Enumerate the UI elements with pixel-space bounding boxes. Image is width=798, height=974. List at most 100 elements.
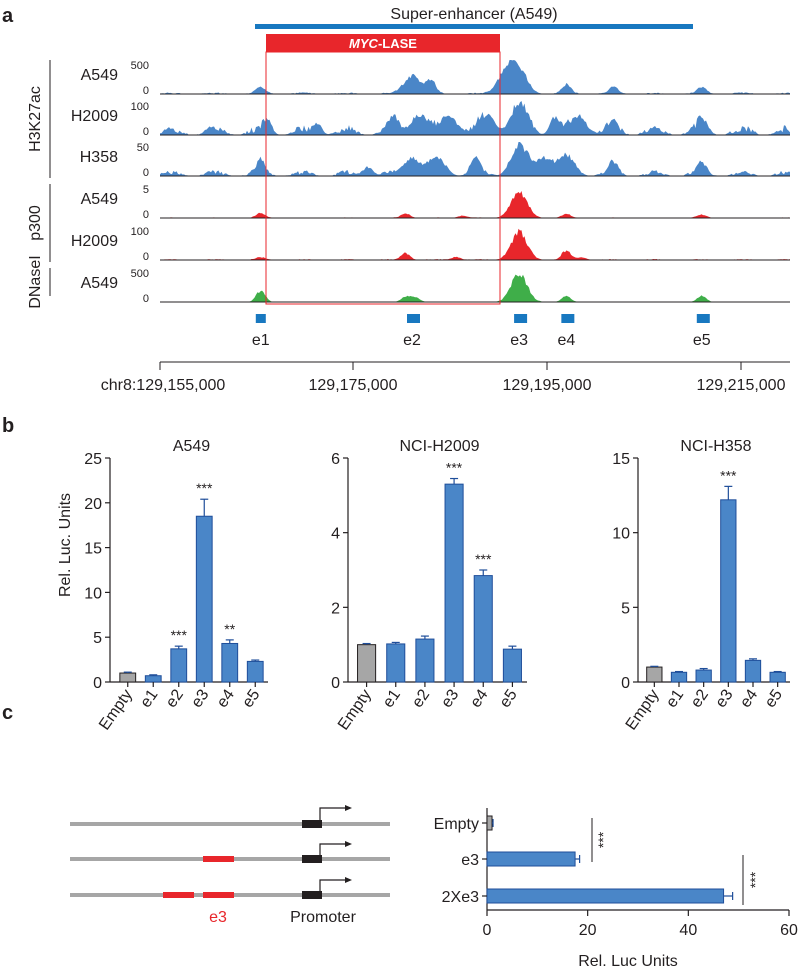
signal-tracks: A5495000H20091000H358500A54950H20091000A…	[71, 60, 790, 305]
construct-2xe3	[70, 877, 390, 899]
x-tick-label: 20	[579, 922, 597, 939]
track-h3k27ac-a549: A549 500 0	[81, 60, 790, 97]
genomic-tick-label: 129,175,000	[309, 377, 398, 394]
enhancer-label-e1: e1	[252, 332, 270, 349]
x-tick-label: e5	[239, 686, 263, 710]
track-p300-h2009: H2009 100 0	[71, 226, 790, 263]
group-label-dnasei: DNaseI	[27, 255, 44, 308]
bar-e2	[695, 669, 712, 683]
myc-lase-label: MYC-LASE	[349, 36, 417, 51]
track-ymax-label: 5	[143, 184, 149, 196]
bar-e5	[246, 660, 264, 683]
panel-label-c: c	[2, 702, 13, 724]
promoter-label: Promoter	[290, 909, 356, 926]
enhancer-label-e4: e4	[557, 332, 575, 349]
promoter-block	[302, 855, 322, 863]
track-cell-label: H2009	[71, 108, 118, 125]
x-tick-label: e5	[762, 686, 786, 710]
track-signal	[160, 142, 790, 176]
y-tick-label: 6	[331, 451, 340, 468]
track-ymax-label: 100	[131, 226, 149, 238]
enhancer-label-e5: e5	[693, 332, 711, 349]
x-tick-label: Empty	[623, 687, 663, 734]
significance-label: ***	[475, 551, 492, 567]
y-tick-label: 4	[331, 526, 340, 543]
y-tick-label: 15	[84, 541, 102, 558]
track-cell-label: A549	[81, 191, 118, 208]
bar-Empty	[119, 672, 137, 683]
enhancer-box-e1	[255, 314, 266, 323]
significance-label: ***	[747, 871, 763, 888]
tss-arrow-icon	[319, 879, 345, 891]
y-tick-label: 0	[93, 675, 102, 692]
enhancer-label-e3: e3	[510, 332, 528, 349]
bar-e1	[386, 643, 406, 683]
x-tick-label: e2	[163, 686, 187, 710]
bar-2Xe3	[486, 888, 725, 904]
y-tick-label: 15	[612, 451, 630, 468]
x-tick-label: e2	[688, 686, 712, 710]
x-tick-label: e3	[438, 686, 462, 710]
significance-label: ***	[196, 480, 213, 496]
bar-e2	[170, 648, 188, 683]
panel-label-b: b	[2, 415, 14, 437]
x-tick-label: e1	[137, 686, 161, 710]
track-dnasei-a549: A549 500 0	[81, 268, 790, 305]
panel-a-genome-tracks: Super-enhancer (A549) MYC-LASE H3K27ac p…	[27, 6, 790, 394]
chart-nci-h2009: NCI-H2009 0 2 4 6 Empty e1 e2 *** e3 *** e4 e5	[331, 438, 527, 733]
enhancer-box-e3	[514, 314, 528, 323]
y-tick-label: e3	[461, 852, 479, 869]
track-cell-label: H358	[80, 149, 118, 166]
promoter-block	[302, 891, 322, 899]
chart-title: A549	[173, 438, 210, 455]
track-cell-label: H2009	[71, 233, 118, 250]
significance-label: **	[224, 621, 235, 637]
construct-empty	[70, 805, 390, 828]
track-cell-label: A549	[81, 67, 118, 84]
y-tick-label: 2	[331, 600, 340, 617]
x-tick-label: e4	[467, 686, 491, 710]
x-tick-label: Empty	[335, 687, 375, 734]
chart-title: NCI-H358	[680, 438, 751, 455]
y-tick-label: 0	[331, 675, 340, 692]
bar-Empty	[486, 815, 493, 831]
panel-label-a: a	[2, 5, 14, 27]
genomic-tick-label: chr8:129,155,000	[101, 377, 226, 394]
y-tick-label: 10	[84, 585, 102, 602]
bar-e3	[195, 515, 213, 683]
y-tick-label: 20	[84, 496, 102, 513]
x-axis-label: Rel. Luc Units	[578, 953, 678, 970]
myc-lase-region-frame	[265, 51, 501, 305]
chart-title: NCI-H2009	[399, 438, 479, 455]
x-tick-label: e3	[712, 686, 736, 710]
x-tick-label: Empty	[96, 687, 136, 734]
genomic-tick-label: 129,215,000	[697, 377, 786, 394]
x-tick-label: e1	[380, 686, 404, 710]
track-ymax-label: 50	[137, 142, 149, 154]
x-tick-label: e4	[737, 686, 761, 710]
chart-a549: A549 0 5 10 15 20 25 Empty e1 *** e2 *** e3 ** e4 e5	[84, 438, 268, 733]
tss-arrow-icon	[319, 843, 345, 855]
track-p300-a549: A549 5 0	[81, 184, 790, 221]
bar-e2	[415, 638, 435, 683]
myc-lase-header	[266, 34, 500, 52]
y-tick-label: 0	[621, 675, 630, 692]
x-tick-label: e3	[188, 686, 212, 710]
track-ymax-label: 500	[131, 268, 149, 280]
e3-element	[163, 892, 194, 898]
x-tick-label: e2	[409, 686, 433, 710]
x-tick-label: e5	[497, 686, 521, 710]
track-ymin-label: 0	[143, 167, 149, 179]
bar-e5	[502, 648, 522, 683]
bar-Empty	[646, 666, 663, 683]
track-ymin-label: 0	[143, 251, 149, 263]
significance-label: ***	[720, 467, 737, 483]
track-ymax-label: 500	[131, 60, 149, 72]
track-ymax-label: 100	[131, 101, 149, 113]
y-tick-label: 2Xe3	[442, 889, 479, 906]
group-label-h3k27ac: H3K27ac	[27, 86, 44, 152]
y-tick-label: Empty	[434, 816, 479, 833]
bar-e3	[444, 483, 464, 683]
y-tick-label: 10	[612, 526, 630, 543]
track-ymin-label: 0	[143, 293, 149, 305]
